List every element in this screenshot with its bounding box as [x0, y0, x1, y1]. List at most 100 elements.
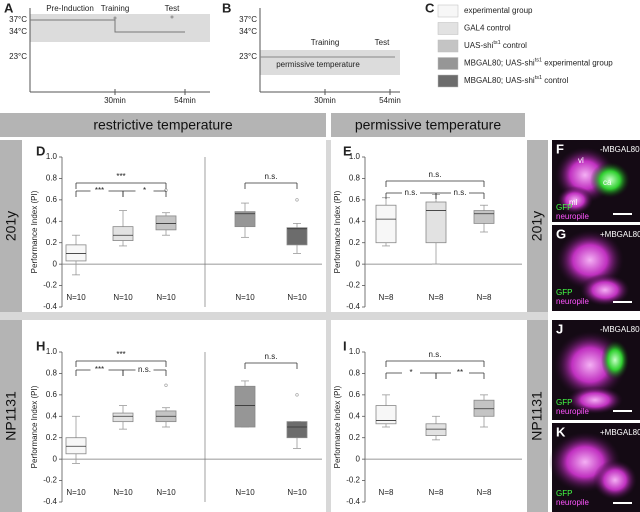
- outlier: [295, 198, 299, 202]
- temp-label: 34°C: [239, 27, 257, 36]
- y-tick-label: -0.4: [346, 302, 360, 311]
- header-bar: [0, 113, 326, 137]
- outlier: [164, 383, 168, 387]
- y-tick-label: 1.0: [46, 152, 58, 161]
- y-tick-label: 0.4: [349, 216, 361, 225]
- y-tick-label: -0.2: [346, 476, 360, 485]
- legend-text: control: [542, 76, 568, 85]
- image-k: K +MBGAL80 GFP neuropile: [549, 423, 640, 512]
- n-label: N=10: [156, 293, 176, 302]
- legend-text: control: [501, 41, 527, 50]
- y-tick-label: 0.8: [46, 174, 58, 183]
- n-label: N=8: [477, 293, 492, 302]
- y-tick-label: -0.2: [43, 281, 57, 290]
- y-tick-label: 0: [53, 259, 58, 268]
- box: [375, 204, 397, 244]
- box: [112, 226, 134, 241]
- temp-band: [30, 14, 210, 42]
- y-tick-label: 0.2: [46, 238, 58, 247]
- n-label: N=10: [287, 488, 307, 497]
- row-label: 201y: [3, 211, 19, 241]
- y-tick-label: 0.6: [349, 390, 361, 399]
- phase-label: Pre-Induction: [46, 4, 94, 13]
- box: [375, 405, 397, 425]
- box: [112, 412, 134, 423]
- legend-swatch: [437, 74, 459, 88]
- y-tick-label: 0.8: [349, 369, 361, 378]
- significance: **: [457, 368, 463, 377]
- legend-text: ts1: [535, 75, 542, 81]
- temp-label: 37°C: [9, 15, 27, 24]
- significance: n.s.: [405, 188, 418, 197]
- legend-label: MBGAL80; UAS-shits1 experimental group: [464, 58, 613, 68]
- y-axis-label: Performance Index (PI): [30, 385, 39, 468]
- n-label: N=10: [235, 293, 255, 302]
- y-tick-label: 0.4: [46, 411, 58, 420]
- row-label: 201y: [529, 211, 545, 241]
- n-label: N=8: [477, 488, 492, 497]
- panel-letter: H: [36, 338, 45, 353]
- box: [155, 215, 177, 231]
- row-strip: [527, 140, 548, 312]
- row-label: NP1131: [3, 391, 19, 441]
- y-tick-label: 0.2: [349, 433, 361, 442]
- legend-text: experimental group: [464, 6, 533, 15]
- condition: -MBGAL80: [600, 145, 640, 154]
- condition: +MBGAL80: [600, 230, 640, 239]
- panel-letter: I: [343, 338, 347, 353]
- panel-letter: B: [222, 0, 231, 15]
- panel-a: A Pre-Induction Training Test 37°C 34°C …: [4, 0, 210, 105]
- stain-label: GFP: [556, 489, 572, 498]
- y-tick-label: 0.6: [349, 195, 361, 204]
- significance: *: [143, 186, 146, 195]
- n-label: N=10: [113, 293, 133, 302]
- temp-label: 37°C: [239, 15, 257, 24]
- legend-swatch: [437, 4, 459, 18]
- box: [473, 210, 495, 224]
- row-divider: [0, 312, 548, 320]
- n-label: N=8: [379, 488, 394, 497]
- stain-label: neuropile: [556, 212, 589, 221]
- legend-label: MBGAL80; UAS-shits1 control: [464, 75, 569, 85]
- significance: n.s.: [429, 170, 442, 179]
- outlier: [295, 393, 299, 397]
- stain-label: GFP: [556, 398, 572, 407]
- phase-label: Test: [165, 4, 180, 13]
- region-label: vl: [578, 156, 584, 165]
- row-strip: [527, 320, 548, 512]
- label-bg: [90, 186, 109, 196]
- legend-text: MBGAL80; UAS-shi: [464, 76, 535, 85]
- time-label: 30min: [314, 96, 336, 105]
- panel-b: B Training Test permissive temperature 3…: [222, 0, 401, 105]
- panel-letter: E: [343, 143, 352, 158]
- legend-text: ts1: [535, 58, 542, 64]
- legend-swatch: [437, 22, 459, 35]
- box: [65, 437, 87, 455]
- y-axis-label: Performance Index (PI): [333, 385, 342, 468]
- image-g: G +MBGAL80 GFP neuropile: [552, 225, 640, 311]
- time-label: 54min: [379, 96, 401, 105]
- n-label: N=8: [429, 488, 444, 497]
- time-label: 30min: [104, 96, 126, 105]
- label-bg: [451, 368, 469, 378]
- box: [286, 227, 308, 246]
- charts: D Performance Index (PI) -0.4 -0.2 0 0.2 0.4 0.…: [30, 143, 522, 506]
- stain-label: neuropile: [556, 407, 589, 416]
- col-divider: [326, 140, 331, 512]
- marker: [113, 16, 117, 20]
- y-tick-label: 1.0: [349, 152, 361, 161]
- significance: n.s.: [138, 365, 151, 374]
- y-tick-label: 0: [356, 454, 361, 463]
- condition: -MBGAL80: [600, 325, 640, 334]
- y-tick-label: 0.6: [46, 195, 58, 204]
- event-label: Test: [375, 38, 390, 47]
- row-strip: [0, 140, 22, 312]
- significance: n.s.: [265, 172, 278, 181]
- significance: n.s.: [265, 352, 278, 361]
- legend-text: UAS-shi: [464, 41, 494, 50]
- image-f: F -MBGAL80 vl ca ml GFP neuropile: [552, 140, 640, 222]
- stain-label: GFP: [556, 203, 572, 212]
- n-label: N=10: [287, 293, 307, 302]
- y-tick-label: 0.8: [349, 174, 361, 183]
